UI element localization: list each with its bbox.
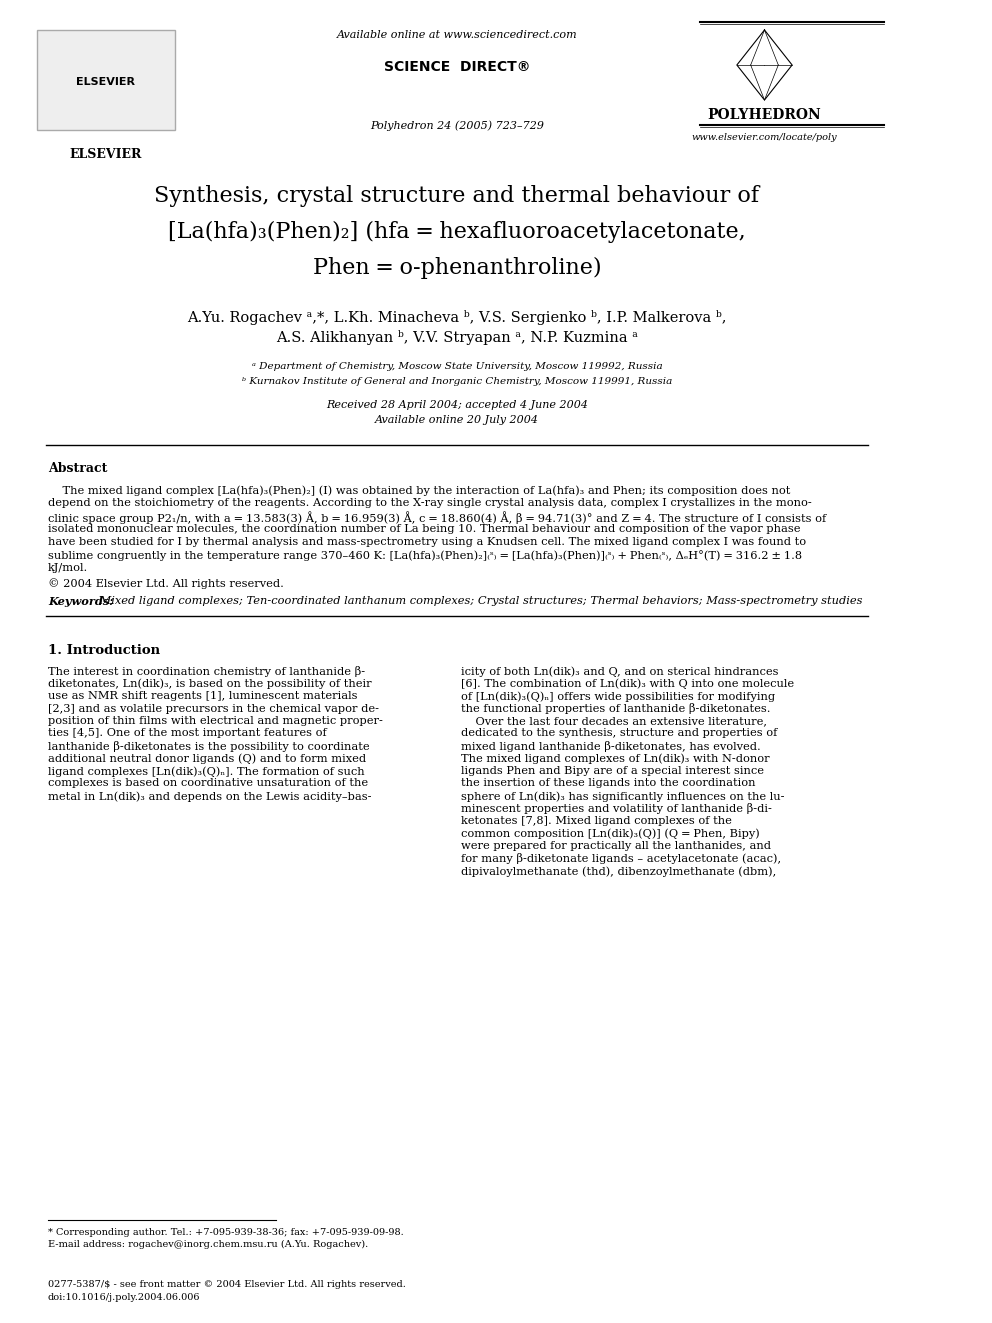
Text: 0277-5387/$ - see front matter © 2004 Elsevier Ltd. All rights reserved.: 0277-5387/$ - see front matter © 2004 El… (48, 1279, 406, 1289)
Text: dedicated to the synthesis, structure and properties of: dedicated to the synthesis, structure an… (460, 729, 777, 738)
Text: A.S. Alikhanyan ᵇ, V.V. Stryapan ᵃ, N.P. Kuzmina ᵃ: A.S. Alikhanyan ᵇ, V.V. Stryapan ᵃ, N.P.… (276, 329, 638, 345)
Text: clinic space group P2₁/n, with a = 13.583(3) Å, b = 16.959(3) Å, c = 18.860(4) Å: clinic space group P2₁/n, with a = 13.58… (48, 511, 826, 524)
Text: kJ/mol.: kJ/mol. (48, 564, 88, 573)
Text: E-mail address: rogachev@inorg.chem.msu.ru (A.Yu. Rogachev).: E-mail address: rogachev@inorg.chem.msu.… (48, 1240, 368, 1249)
Text: use as NMR shift reagents [1], luminescent materials: use as NMR shift reagents [1], luminesce… (48, 691, 357, 701)
Text: 1. Introduction: 1. Introduction (48, 644, 160, 658)
Text: for many β-diketonate ligands – acetylacetonate (acac),: for many β-diketonate ligands – acetylac… (460, 853, 781, 864)
Text: ketonates [7,8]. Mixed ligand complexes of the: ketonates [7,8]. Mixed ligand complexes … (460, 816, 731, 826)
Text: A.Yu. Rogachev ᵃ,*, L.Kh. Minacheva ᵇ, V.S. Sergienko ᵇ, I.P. Malkerova ᵇ,: A.Yu. Rogachev ᵃ,*, L.Kh. Minacheva ᵇ, V… (187, 310, 726, 325)
Text: Available online at www.sciencedirect.com: Available online at www.sciencedirect.co… (336, 30, 577, 40)
Text: Received 28 April 2004; accepted 4 June 2004: Received 28 April 2004; accepted 4 June … (325, 400, 588, 410)
Text: were prepared for practically all the lanthanides, and: were prepared for practically all the la… (460, 841, 771, 851)
Text: ᵇ Kurnakov Institute of General and Inorganic Chemistry, Moscow 119991, Russia: ᵇ Kurnakov Institute of General and Inor… (242, 377, 672, 386)
Text: www.elsevier.com/locate/poly: www.elsevier.com/locate/poly (691, 134, 837, 142)
Text: position of thin films with electrical and magnetic proper-: position of thin films with electrical a… (48, 716, 383, 726)
Text: the insertion of these ligands into the coordination: the insertion of these ligands into the … (460, 778, 755, 789)
Text: of [Ln(dik)₃(Q)ₙ] offers wide possibilities for modifying: of [Ln(dik)₃(Q)ₙ] offers wide possibilit… (460, 691, 775, 701)
Text: Mixed ligand complexes; Ten-coordinated lanthanum complexes; Crystal structures;: Mixed ligand complexes; Ten-coordinated … (96, 595, 862, 606)
Text: common composition [Ln(dik)₃(Q)] (Q = Phen, Bipy): common composition [Ln(dik)₃(Q)] (Q = Ph… (460, 828, 759, 839)
Text: mixed ligand lanthanide β-diketonates, has evolved.: mixed ligand lanthanide β-diketonates, h… (460, 741, 760, 751)
Text: POLYHEDRON: POLYHEDRON (707, 108, 821, 122)
Text: * Corresponding author. Tel.: +7-095-939-38-36; fax: +7-095-939-09-98.: * Corresponding author. Tel.: +7-095-939… (48, 1228, 404, 1237)
Text: ELSEVIER: ELSEVIER (76, 77, 136, 87)
Text: the functional properties of lanthanide β-diketonates.: the functional properties of lanthanide … (460, 704, 770, 714)
Text: minescent properties and volatility of lanthanide β-di-: minescent properties and volatility of l… (460, 803, 772, 815)
Text: diketonates, Ln(dik)₃, is based on the possibility of their: diketonates, Ln(dik)₃, is based on the p… (48, 679, 372, 689)
Text: ᵃ Department of Chemistry, Moscow State University, Moscow 119992, Russia: ᵃ Department of Chemistry, Moscow State … (252, 363, 663, 370)
Text: ELSEVIER: ELSEVIER (69, 148, 142, 161)
Text: The mixed ligand complexes of Ln(dik)₃ with N-donor: The mixed ligand complexes of Ln(dik)₃ w… (460, 754, 769, 765)
Text: doi:10.1016/j.poly.2004.06.006: doi:10.1016/j.poly.2004.06.006 (48, 1293, 200, 1302)
Text: © 2004 Elsevier Ltd. All rights reserved.: © 2004 Elsevier Ltd. All rights reserved… (48, 578, 284, 589)
Text: [La(hfa)₃(Phen)₂] (hfa = hexafluoroacetylacetonate,: [La(hfa)₃(Phen)₂] (hfa = hexafluoroacety… (168, 221, 746, 243)
Text: sphere of Ln(dik)₃ has significantly influences on the lu-: sphere of Ln(dik)₃ has significantly inf… (460, 791, 784, 802)
Text: additional neutral donor ligands (Q) and to form mixed: additional neutral donor ligands (Q) and… (48, 754, 366, 765)
Text: [6]. The combination of Ln(dik)₃ with Q into one molecule: [6]. The combination of Ln(dik)₃ with Q … (460, 679, 794, 689)
Text: Over the last four decades an extensive literature,: Over the last four decades an extensive … (460, 716, 767, 726)
Text: complexes is based on coordinative unsaturation of the: complexes is based on coordinative unsat… (48, 778, 368, 789)
Bar (37, 30, 175, 130)
Text: Keywords:: Keywords: (48, 595, 113, 607)
Text: Synthesis, crystal structure and thermal behaviour of: Synthesis, crystal structure and thermal… (155, 185, 759, 206)
Text: Phen = o-phenanthroline): Phen = o-phenanthroline) (312, 257, 601, 279)
Text: depend on the stoichiometry of the reagents. According to the X-ray single cryst: depend on the stoichiometry of the reage… (48, 497, 811, 508)
Text: The interest in coordination chemistry of lanthanide β-: The interest in coordination chemistry o… (48, 665, 365, 677)
Text: Available online 20 July 2004: Available online 20 July 2004 (375, 415, 539, 425)
Text: icity of both Ln(dik)₃ and Q, and on sterical hindrances: icity of both Ln(dik)₃ and Q, and on ste… (460, 665, 778, 676)
Text: Polyhedron 24 (2005) 723–729: Polyhedron 24 (2005) 723–729 (370, 120, 544, 131)
Text: Abstract: Abstract (48, 462, 107, 475)
Text: The mixed ligand complex [La(hfa)₃(Phen)₂] (I) was obtained by the interaction o: The mixed ligand complex [La(hfa)₃(Phen)… (48, 486, 791, 496)
Text: ties [4,5]. One of the most important features of: ties [4,5]. One of the most important fe… (48, 729, 326, 738)
Text: have been studied for I by thermal analysis and mass-spectrometry using a Knudse: have been studied for I by thermal analy… (48, 537, 806, 546)
Text: metal in Ln(dik)₃ and depends on the Lewis acidity–bas-: metal in Ln(dik)₃ and depends on the Lew… (48, 791, 371, 802)
Text: isolated mononuclear molecules, the coordination number of La being 10. Thermal : isolated mononuclear molecules, the coor… (48, 524, 801, 534)
Text: lanthanide β-diketonates is the possibility to coordinate: lanthanide β-diketonates is the possibil… (48, 741, 370, 751)
Text: sublime congruently in the temperature range 370–460 K: [La(hfa)₃(Phen)₂]₍ˢ₎ = [: sublime congruently in the temperature r… (48, 550, 802, 561)
Text: dipivaloylmethanate (thd), dibenzoylmethanate (dbm),: dipivaloylmethanate (thd), dibenzoylmeth… (460, 867, 776, 877)
Text: SCIENCE  DIRECT®: SCIENCE DIRECT® (384, 60, 530, 74)
Text: [2,3] and as volatile precursors in the chemical vapor de-: [2,3] and as volatile precursors in the … (48, 704, 379, 713)
Text: ligand complexes [Ln(dik)₃(Q)ₙ]. The formation of such: ligand complexes [Ln(dik)₃(Q)ₙ]. The for… (48, 766, 364, 777)
Text: ligands Phen and Bipy are of a special interest since: ligands Phen and Bipy are of a special i… (460, 766, 764, 777)
